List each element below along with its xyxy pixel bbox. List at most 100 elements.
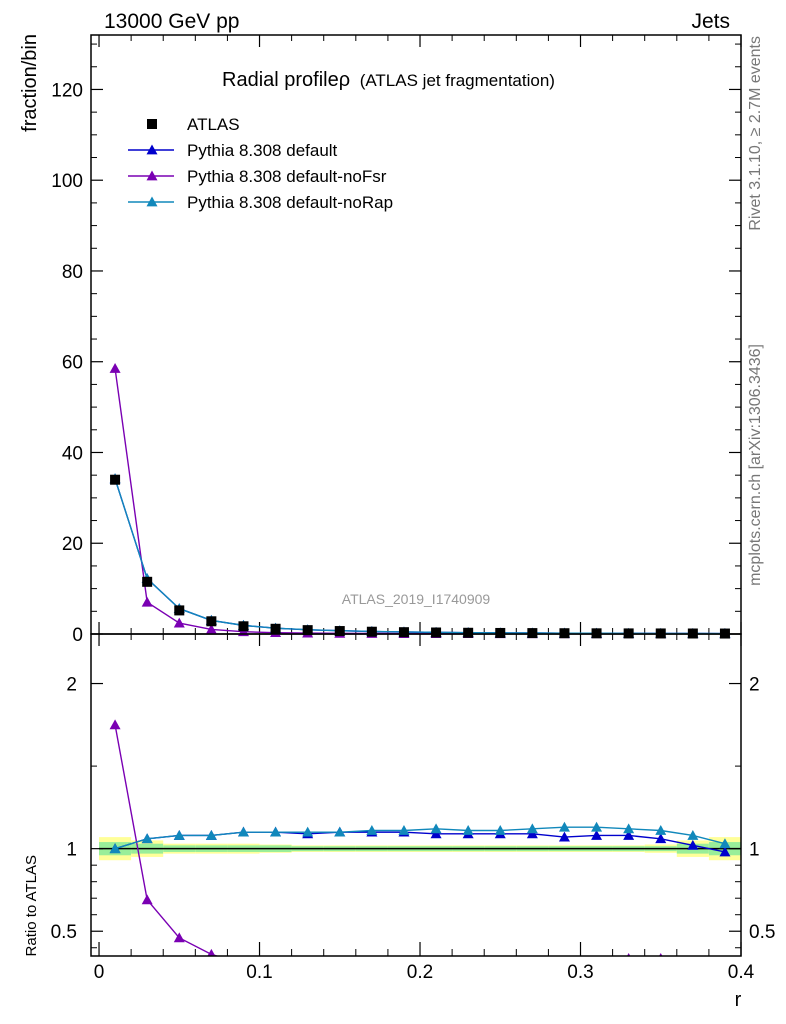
header-left: 13000 GeV pp — [104, 10, 239, 33]
main-ytick-label: 120 — [51, 80, 83, 101]
ratio-series-point — [366, 969, 377, 979]
xlabel: r — [735, 989, 742, 1011]
atlas-point — [559, 628, 570, 639]
legend: ATLAS Pythia 8.308 default Pythia 8.308 de… — [128, 115, 393, 212]
ratio-series-point — [109, 719, 121, 730]
main-series-point — [205, 623, 217, 634]
main-ylabel: fraction/bin — [19, 34, 41, 132]
ratio-series-point — [719, 846, 731, 857]
xtick-label: 0 — [94, 962, 105, 983]
ratio-series-point — [494, 825, 506, 835]
ratio-series-point — [527, 960, 538, 970]
ratio-ytick-label-right: 1 — [749, 840, 760, 861]
legend-marker — [146, 196, 158, 207]
main-ytick-label: 80 — [62, 262, 83, 283]
ratio-series-point — [687, 829, 699, 840]
atlas-point — [366, 626, 377, 637]
ratio-series-point — [109, 843, 121, 854]
ratio-series-point — [558, 831, 570, 842]
header-right: Jets — [691, 10, 730, 33]
ratio-series-point — [302, 826, 314, 837]
main-series-line — [114, 478, 725, 635]
rivet-label: Rivet 3.1.10, ≥ 2.7M events — [747, 36, 764, 231]
atlas-point — [238, 621, 249, 632]
ratio-series-point — [237, 826, 249, 837]
atlas-point — [334, 626, 345, 637]
main-series-point — [109, 363, 121, 373]
ratio-series-point — [430, 823, 442, 834]
chart-title: Radial profileρ (ATLAS jet fragmentation… — [222, 69, 555, 91]
ratio-series-point — [270, 826, 282, 837]
main-ytick-label: 40 — [62, 443, 83, 464]
ratio-ytick-label: 0.5 — [51, 922, 77, 943]
ratio-series-point — [141, 894, 153, 905]
mcplots-label: mcplots.cern.ch [arXiv:1306.3436] — [747, 344, 764, 586]
xtick-label: 0.1 — [246, 962, 272, 983]
ratio-ytick-label: 2 — [66, 675, 77, 696]
ratio-series-point — [463, 964, 474, 974]
atlas-point — [270, 623, 281, 634]
ratio-series-point — [687, 839, 699, 850]
ratio-series-point — [558, 821, 570, 832]
atlas-point — [302, 625, 313, 636]
main-series-line — [114, 478, 725, 635]
legend-label: Pythia 8.308 default — [187, 141, 338, 160]
ratio-series-point — [719, 838, 731, 849]
xtick-label: 0.3 — [567, 962, 593, 983]
legend-marker-atlas — [147, 119, 157, 129]
ratio-series-point — [526, 828, 538, 839]
xtick-label: 0.4 — [728, 962, 755, 983]
atlas-point — [527, 628, 538, 639]
main-series-point — [141, 596, 153, 607]
legend-label: Pythia 8.308 default-noFsr — [187, 167, 387, 186]
ratio-series-point — [366, 825, 378, 835]
atlas-point — [495, 627, 506, 638]
ratio-series-point — [623, 829, 635, 840]
ratio-series-point — [430, 828, 442, 839]
ratio-series-point — [591, 829, 603, 840]
ratio-ytick-label-right: 0.5 — [749, 922, 775, 943]
ratio-series-point — [141, 833, 153, 844]
ratio-series-line — [114, 826, 726, 850]
ratio-ytick-label: 1 — [66, 840, 77, 861]
ratio-series-point — [302, 967, 313, 977]
atlas-point — [110, 474, 121, 485]
xtick-label: 0.2 — [407, 962, 433, 983]
ratio-series-point — [173, 932, 185, 943]
ratio-plot-area: 0.5 0.5 1 1 2 2 0 0.1 0.2 0.3 0.4 — [51, 633, 775, 983]
atlas-point — [398, 627, 409, 638]
ratio-series-point — [687, 957, 698, 967]
legend-marker — [146, 170, 158, 181]
ratio-ylabel: Ratio to ATLAS — [23, 855, 40, 956]
legend-marker — [146, 144, 158, 155]
ratio-series-point — [334, 826, 346, 837]
main-ytick-label: 60 — [62, 353, 83, 374]
atlas-point — [463, 627, 474, 638]
main-ytick-label: 20 — [62, 534, 83, 555]
atlas-point — [142, 576, 153, 587]
ratio-series-point — [205, 829, 217, 840]
ratio-series-point — [655, 833, 667, 844]
ratio-series-point — [334, 969, 345, 979]
ratio-series-point — [623, 823, 635, 834]
main-series-point — [173, 617, 185, 628]
legend-label: ATLAS — [187, 115, 240, 134]
ratio-series-point — [655, 825, 667, 835]
watermark: ATLAS_2019_I1740909 — [342, 591, 491, 607]
ratio-series-point — [398, 825, 410, 835]
ratio-series-point — [591, 821, 603, 832]
atlas-point — [174, 605, 185, 616]
ratio-series-point — [626, 952, 631, 956]
ratio-series-point — [526, 823, 538, 834]
ratio-series-point — [462, 825, 474, 835]
ratio-ytick-label-right: 2 — [749, 675, 760, 696]
ratio-series-point — [495, 962, 506, 972]
ratio-frame — [90, 633, 742, 957]
ratio-series-point — [659, 952, 663, 956]
ratio-series-point — [207, 948, 216, 956]
atlas-point — [431, 627, 442, 638]
main-ytick-label: 0 — [72, 625, 83, 646]
main-ytick-label: 100 — [51, 171, 83, 192]
legend-label: Pythia 8.308 default-noRap — [187, 193, 393, 212]
atlas-point — [206, 616, 217, 627]
